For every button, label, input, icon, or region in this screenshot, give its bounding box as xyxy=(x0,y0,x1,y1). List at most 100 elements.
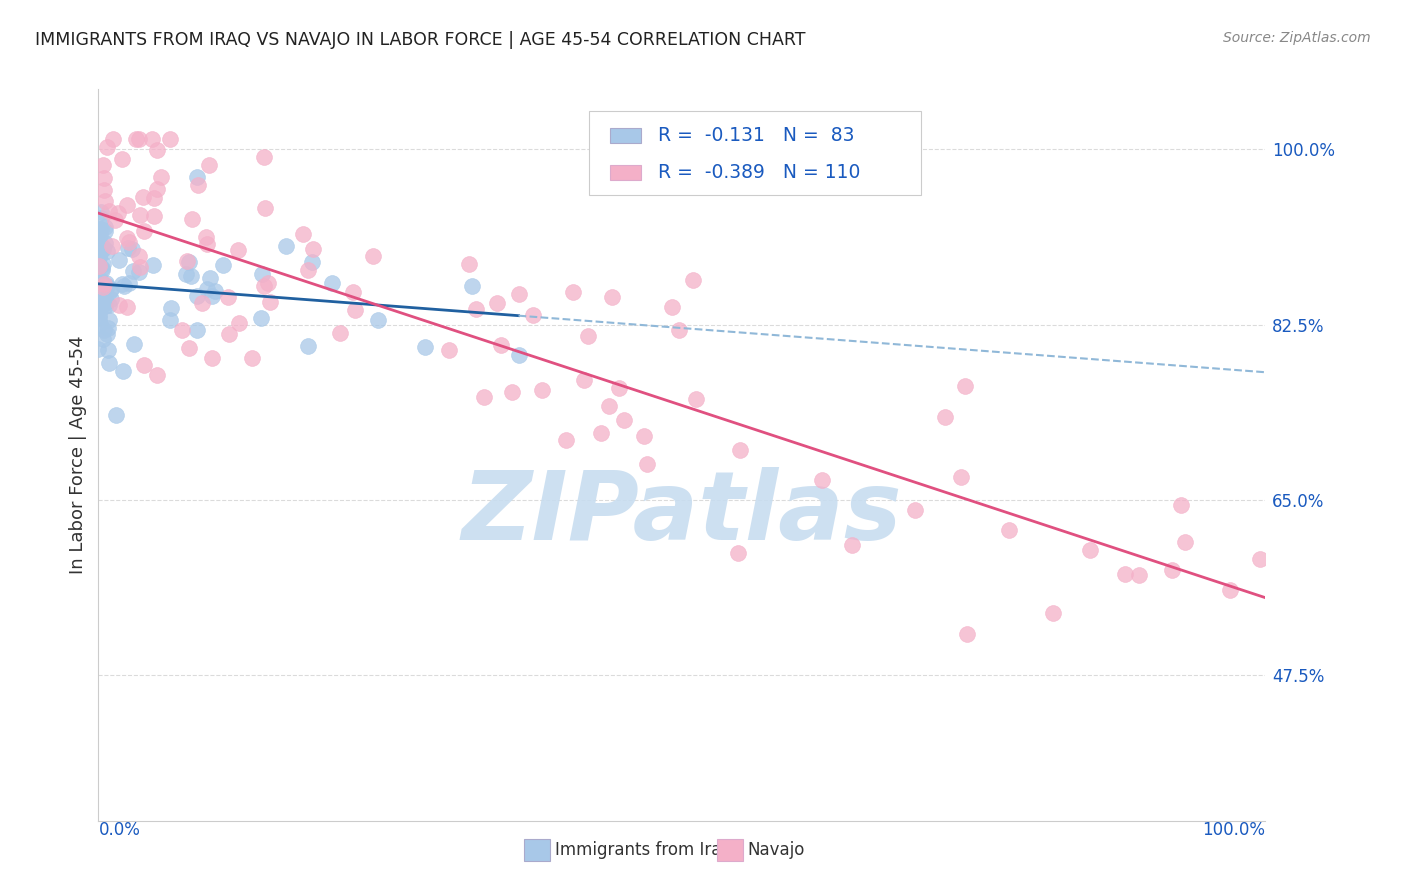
Point xyxy=(682,273,704,287)
Point xyxy=(118,235,141,250)
Point xyxy=(301,254,323,268)
Point xyxy=(89,227,111,242)
Point xyxy=(321,277,343,291)
Point xyxy=(124,337,146,351)
Point xyxy=(636,458,658,472)
FancyBboxPatch shape xyxy=(610,128,641,143)
Point xyxy=(96,321,118,335)
Point xyxy=(633,429,655,443)
Point xyxy=(204,284,226,298)
Point xyxy=(111,153,134,167)
Point xyxy=(89,246,111,260)
Point xyxy=(1161,563,1184,577)
Point xyxy=(98,356,121,370)
Point xyxy=(297,262,319,277)
Point xyxy=(274,238,297,252)
Point xyxy=(253,279,276,293)
Point xyxy=(186,170,208,185)
Point xyxy=(90,205,112,219)
FancyBboxPatch shape xyxy=(524,838,550,861)
Point xyxy=(661,300,683,314)
Point xyxy=(177,341,200,355)
Point xyxy=(950,470,973,484)
Point xyxy=(1042,607,1064,621)
Point xyxy=(104,213,127,227)
Point xyxy=(501,385,523,400)
Point xyxy=(87,308,110,322)
Point xyxy=(997,523,1019,537)
Point xyxy=(297,339,319,353)
Text: Source: ZipAtlas.com: Source: ZipAtlas.com xyxy=(1223,31,1371,45)
Point xyxy=(250,311,273,326)
Point xyxy=(94,224,117,238)
Point xyxy=(93,219,115,234)
Point xyxy=(201,289,224,303)
Point xyxy=(94,295,117,310)
Point xyxy=(91,291,114,305)
Point xyxy=(613,413,636,427)
Point xyxy=(96,276,118,290)
Point xyxy=(302,242,325,256)
Point xyxy=(1080,543,1102,558)
Point xyxy=(91,257,114,271)
Point xyxy=(104,408,127,422)
Point xyxy=(464,302,486,317)
Text: ZIPatlas: ZIPatlas xyxy=(461,467,903,560)
Point xyxy=(562,285,585,300)
Point xyxy=(1219,583,1241,598)
Point xyxy=(93,183,115,197)
Point xyxy=(132,224,155,238)
Text: IMMIGRANTS FROM IRAQ VS NAVAJO IN LABOR FORCE | AGE 45-54 CORRELATION CHART: IMMIGRANTS FROM IRAQ VS NAVAJO IN LABOR … xyxy=(35,31,806,49)
Point xyxy=(589,426,612,441)
Point xyxy=(228,317,250,331)
Point xyxy=(115,301,138,315)
Point xyxy=(129,260,152,275)
Point xyxy=(489,338,512,352)
Text: 100.0%: 100.0% xyxy=(1202,821,1265,838)
Point xyxy=(93,297,115,311)
Point xyxy=(211,258,233,272)
Point xyxy=(198,158,221,172)
Point xyxy=(93,280,115,294)
Point xyxy=(574,373,596,387)
Point xyxy=(1128,567,1150,582)
Point xyxy=(437,343,460,357)
Point xyxy=(146,182,169,196)
Point xyxy=(115,198,138,212)
Point xyxy=(97,343,120,357)
Point xyxy=(1174,534,1197,549)
Point xyxy=(108,252,131,267)
Point xyxy=(1114,567,1136,582)
Point xyxy=(107,206,129,220)
Point xyxy=(141,132,163,146)
Point xyxy=(904,503,927,517)
Point xyxy=(201,351,224,365)
Point xyxy=(96,244,118,259)
Point xyxy=(117,241,139,255)
Point xyxy=(91,332,114,346)
Point xyxy=(128,249,150,263)
Point xyxy=(554,433,576,447)
Point xyxy=(143,210,166,224)
Point xyxy=(87,227,110,241)
Point xyxy=(1249,551,1271,566)
Point xyxy=(461,278,484,293)
FancyBboxPatch shape xyxy=(589,112,921,195)
Point xyxy=(149,170,172,185)
Point xyxy=(259,294,281,309)
Point xyxy=(118,276,141,290)
Point xyxy=(91,158,114,172)
Point xyxy=(176,254,198,268)
Point xyxy=(94,236,117,251)
Point xyxy=(955,627,977,641)
Point xyxy=(98,298,121,312)
Point xyxy=(508,348,530,362)
Point xyxy=(146,368,169,382)
Point xyxy=(96,278,118,293)
Point xyxy=(87,343,110,357)
Point xyxy=(172,323,194,337)
Text: 0.0%: 0.0% xyxy=(98,821,141,838)
FancyBboxPatch shape xyxy=(610,165,641,180)
Point xyxy=(142,191,165,205)
Point xyxy=(198,271,221,285)
